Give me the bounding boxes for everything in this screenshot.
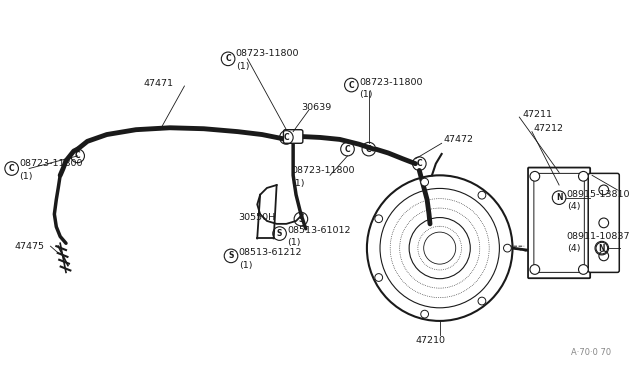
FancyBboxPatch shape	[588, 173, 620, 272]
Text: C: C	[9, 164, 15, 173]
Text: S: S	[298, 215, 303, 224]
Circle shape	[579, 264, 588, 274]
Text: N: N	[556, 193, 563, 202]
Text: S: S	[228, 251, 234, 260]
Circle shape	[530, 171, 540, 181]
Circle shape	[420, 178, 429, 186]
Text: (4): (4)	[567, 202, 580, 211]
Circle shape	[599, 218, 609, 228]
Text: 47475: 47475	[15, 242, 45, 251]
Circle shape	[530, 264, 540, 274]
Text: 30550H: 30550H	[238, 212, 275, 222]
Text: 08723-11800: 08723-11800	[359, 78, 422, 87]
Text: 47211: 47211	[522, 110, 552, 119]
Text: C: C	[349, 81, 354, 90]
Text: C: C	[417, 159, 422, 168]
Text: 08723-11800: 08723-11800	[236, 49, 300, 58]
Text: (1): (1)	[291, 179, 305, 187]
Text: (1): (1)	[236, 62, 250, 71]
FancyBboxPatch shape	[284, 130, 303, 143]
Text: 30639: 30639	[301, 103, 331, 112]
FancyBboxPatch shape	[534, 173, 584, 272]
Text: S: S	[277, 229, 282, 238]
Text: N: N	[598, 244, 605, 253]
Text: 08723-11800: 08723-11800	[19, 159, 83, 168]
Text: C: C	[366, 145, 372, 154]
Text: 47472: 47472	[444, 135, 474, 144]
Text: (4): (4)	[567, 244, 580, 253]
Text: C: C	[284, 133, 289, 142]
Text: (1): (1)	[19, 172, 33, 181]
Text: 08723-11800: 08723-11800	[291, 166, 355, 175]
Circle shape	[504, 244, 511, 252]
Text: 47210: 47210	[415, 336, 445, 345]
Circle shape	[375, 274, 383, 281]
Circle shape	[375, 215, 383, 222]
Text: (1): (1)	[287, 238, 301, 247]
Text: (1): (1)	[359, 90, 372, 99]
Text: (1): (1)	[239, 261, 252, 270]
Text: 47471: 47471	[143, 78, 173, 88]
Text: A·70·0 70: A·70·0 70	[572, 348, 611, 357]
Circle shape	[420, 310, 429, 318]
FancyBboxPatch shape	[528, 167, 590, 278]
Text: 47212: 47212	[534, 124, 564, 133]
Text: C: C	[345, 145, 350, 154]
Circle shape	[478, 191, 486, 199]
Circle shape	[579, 171, 588, 181]
Text: 08513-61212: 08513-61212	[239, 248, 302, 257]
Text: C: C	[75, 151, 81, 160]
Text: C: C	[225, 54, 231, 63]
Circle shape	[599, 251, 609, 261]
Circle shape	[599, 185, 609, 195]
Circle shape	[478, 297, 486, 305]
Text: 08911-10837: 08911-10837	[567, 232, 630, 241]
Text: 08915-13810: 08915-13810	[567, 190, 630, 199]
Text: 08513-61012: 08513-61012	[287, 226, 351, 235]
